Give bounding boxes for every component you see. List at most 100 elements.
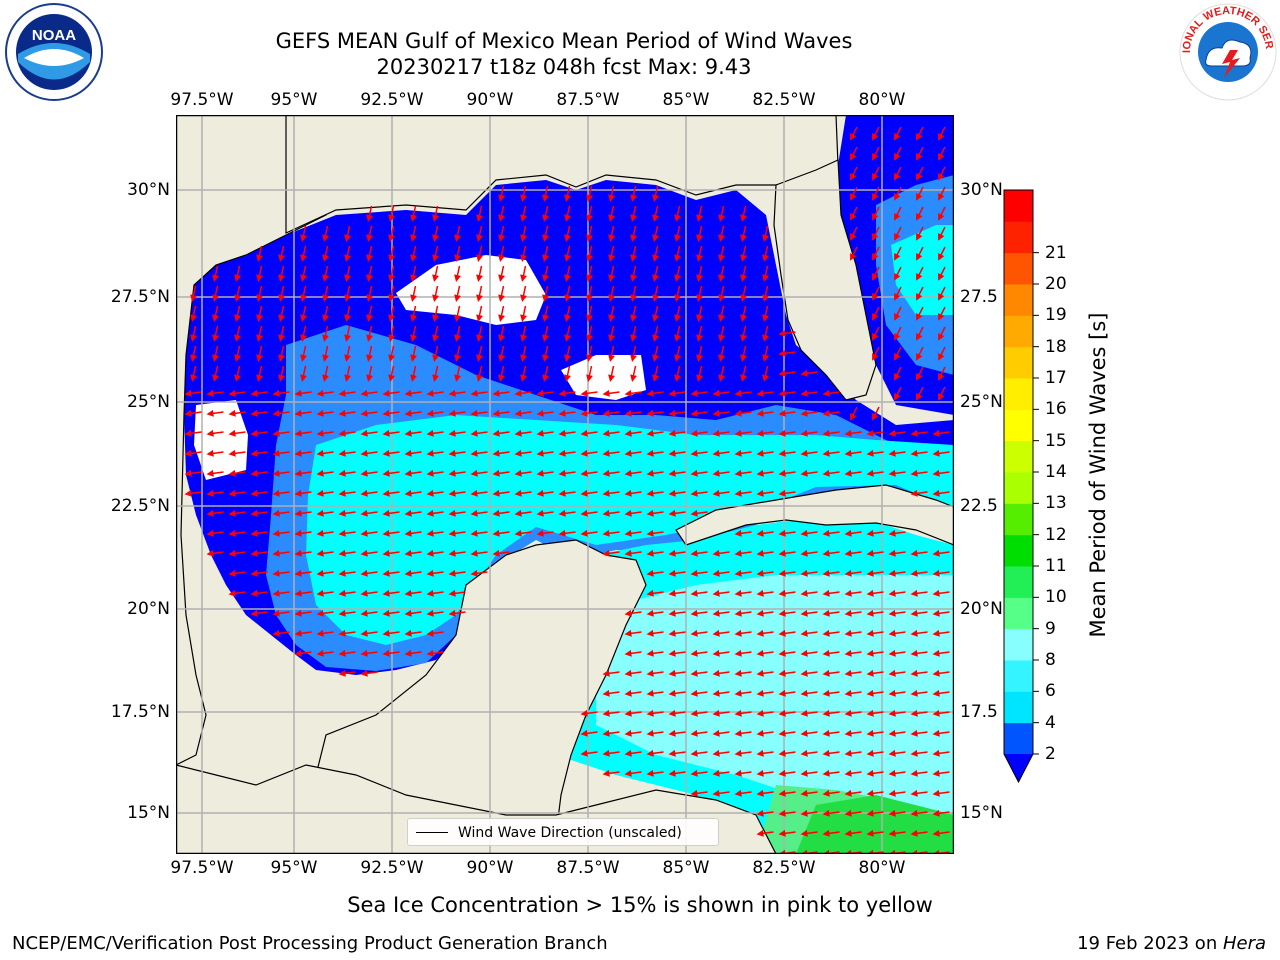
- wind-wave-direction-arrow: [938, 206, 946, 221]
- wind-wave-direction-arrow: [250, 409, 268, 417]
- wind-wave-direction-arrow: [580, 389, 598, 397]
- wind-wave-direction-arrow: [894, 206, 902, 221]
- wind-wave-direction-arrow: [234, 265, 241, 282]
- wind-wave-direction-arrow: [822, 709, 840, 717]
- wind-wave-direction-arrow: [228, 449, 246, 457]
- wind-wave-direction-arrow: [498, 285, 505, 302]
- wind-wave-direction-arrow: [718, 205, 725, 222]
- wind-wave-direction-arrow: [762, 305, 769, 322]
- sea-ice-note: Sea Ice Concentration > 15% is shown in …: [347, 893, 933, 917]
- wind-wave-direction-arrow: [866, 629, 884, 637]
- wind-wave-direction-arrow: [404, 449, 422, 457]
- wind-wave-direction-arrow: [734, 709, 752, 717]
- wind-wave-direction-arrow: [366, 325, 373, 342]
- wind-wave-direction-arrow: [646, 589, 664, 597]
- wind-wave-direction-arrow: [586, 365, 593, 382]
- wind-wave-direction-arrow: [850, 186, 858, 201]
- wind-wave-direction-arrow: [228, 589, 246, 597]
- wind-wave-direction-arrow: [558, 409, 576, 417]
- wind-wave-direction-arrow: [822, 649, 840, 657]
- wind-wave-direction-arrow: [894, 366, 902, 381]
- wind-wave-direction-arrow: [690, 469, 708, 477]
- wind-wave-direction-arrow: [822, 829, 840, 837]
- wind-wave-direction-arrow: [756, 789, 774, 797]
- wind-wave-direction-arrow: [388, 345, 395, 362]
- wind-wave-direction-arrow: [360, 449, 378, 457]
- wind-wave-direction-arrow: [800, 629, 818, 637]
- wind-wave-direction-arrow: [888, 789, 906, 797]
- wind-wave-direction-arrow: [888, 529, 906, 537]
- wind-wave-direction-arrow: [866, 549, 884, 557]
- wind-wave-direction-arrow: [190, 325, 197, 342]
- wind-wave-direction-arrow: [520, 345, 527, 362]
- colorbar-tick-label: 2: [1045, 744, 1056, 764]
- wind-wave-direction-arrow: [800, 689, 818, 697]
- wind-wave-direction-arrow: [652, 365, 659, 382]
- wind-wave-direction-arrow: [888, 429, 906, 437]
- wind-wave-direction-arrow: [850, 126, 858, 141]
- wind-wave-direction-arrow: [316, 609, 334, 617]
- wind-wave-direction-arrow: [388, 205, 395, 222]
- wind-wave-direction-arrow: [646, 749, 664, 757]
- wind-wave-direction-arrow: [778, 789, 796, 797]
- wind-wave-direction-arrow: [366, 305, 373, 322]
- wind-wave-direction-arrow: [294, 429, 312, 437]
- wind-wave-direction-arrow: [602, 509, 620, 517]
- wind-wave-direction-arrow: [938, 226, 946, 241]
- wind-wave-direction-arrow: [558, 449, 576, 457]
- wind-wave-direction-arrow: [624, 729, 642, 737]
- wind-wave-direction-arrow: [250, 429, 268, 437]
- wind-wave-direction-arrow: [470, 529, 488, 537]
- wind-wave-direction-arrow: [228, 469, 246, 477]
- wind-wave-direction-arrow: [382, 589, 400, 597]
- wind-wave-direction-arrow: [498, 325, 505, 342]
- wind-wave-direction-arrow: [520, 205, 527, 222]
- wind-wave-direction-arrow: [404, 409, 422, 417]
- wind-wave-direction-arrow: [800, 589, 818, 597]
- colorbar-tick-label: 4: [1045, 712, 1056, 733]
- wind-wave-direction-arrow: [690, 729, 708, 737]
- lon-tick-label-bottom: 97.5°W: [170, 858, 234, 878]
- wind-wave-direction-arrow: [344, 365, 351, 382]
- wind-wave-direction-arrow: [470, 489, 488, 497]
- wind-wave-direction-arrow: [492, 509, 510, 517]
- wind-wave-direction-arrow: [932, 629, 950, 637]
- wind-wave-direction-arrow: [910, 649, 928, 657]
- wind-wave-direction-arrow: [690, 629, 708, 637]
- wind-wave-direction-arrow: [564, 245, 571, 262]
- wind-wave-direction-arrow: [272, 489, 290, 497]
- wind-wave-direction-arrow: [932, 449, 950, 457]
- wind-wave-direction-arrow: [476, 245, 483, 262]
- wind-wave-direction-arrow: [734, 449, 752, 457]
- wind-wave-direction-arrow: [558, 509, 576, 517]
- wind-wave-direction-arrow: [916, 246, 924, 261]
- colorbar-tick-label: 6: [1045, 681, 1056, 702]
- colorbar-tick-label: 17: [1045, 368, 1067, 388]
- wind-wave-direction-arrow: [228, 529, 246, 537]
- wind-wave-direction-arrow: [916, 146, 924, 161]
- wind-wave-direction-arrow: [696, 265, 703, 282]
- wind-wave-direction-arrow: [778, 389, 796, 397]
- wind-wave-direction-arrow: [916, 126, 924, 141]
- wind-wave-direction-arrow: [608, 205, 615, 222]
- wind-wave-direction-arrow: [272, 629, 290, 637]
- land-cuba: [675, 484, 954, 546]
- wind-wave-direction-arrow: [872, 286, 880, 301]
- wind-wave-direction-arrow: [844, 629, 862, 637]
- plot-subtitle: 20230217 t18z 048h fcst Max: 9.43: [376, 55, 752, 79]
- wind-wave-direction-arrow: [910, 789, 928, 797]
- wind-wave-direction-arrow: [866, 669, 884, 677]
- wind-wave-direction-arrow: [382, 529, 400, 537]
- wind-wave-direction-arrow: [916, 366, 924, 381]
- colorbar: [1003, 189, 1039, 784]
- wind-wave-direction-arrow: [778, 809, 796, 817]
- wind-wave-direction-arrow: [322, 345, 329, 362]
- wind-wave-direction-arrow: [514, 509, 532, 517]
- wind-wave-direction-arrow: [652, 265, 659, 282]
- wind-wave-direction-arrow: [624, 409, 642, 417]
- wind-wave-direction-arrow: [932, 609, 950, 617]
- wind-wave-direction-arrow: [872, 146, 880, 161]
- wind-wave-direction-arrow: [646, 569, 664, 577]
- wind-wave-direction-arrow: [696, 345, 703, 362]
- wind-wave-direction-arrow: [712, 589, 730, 597]
